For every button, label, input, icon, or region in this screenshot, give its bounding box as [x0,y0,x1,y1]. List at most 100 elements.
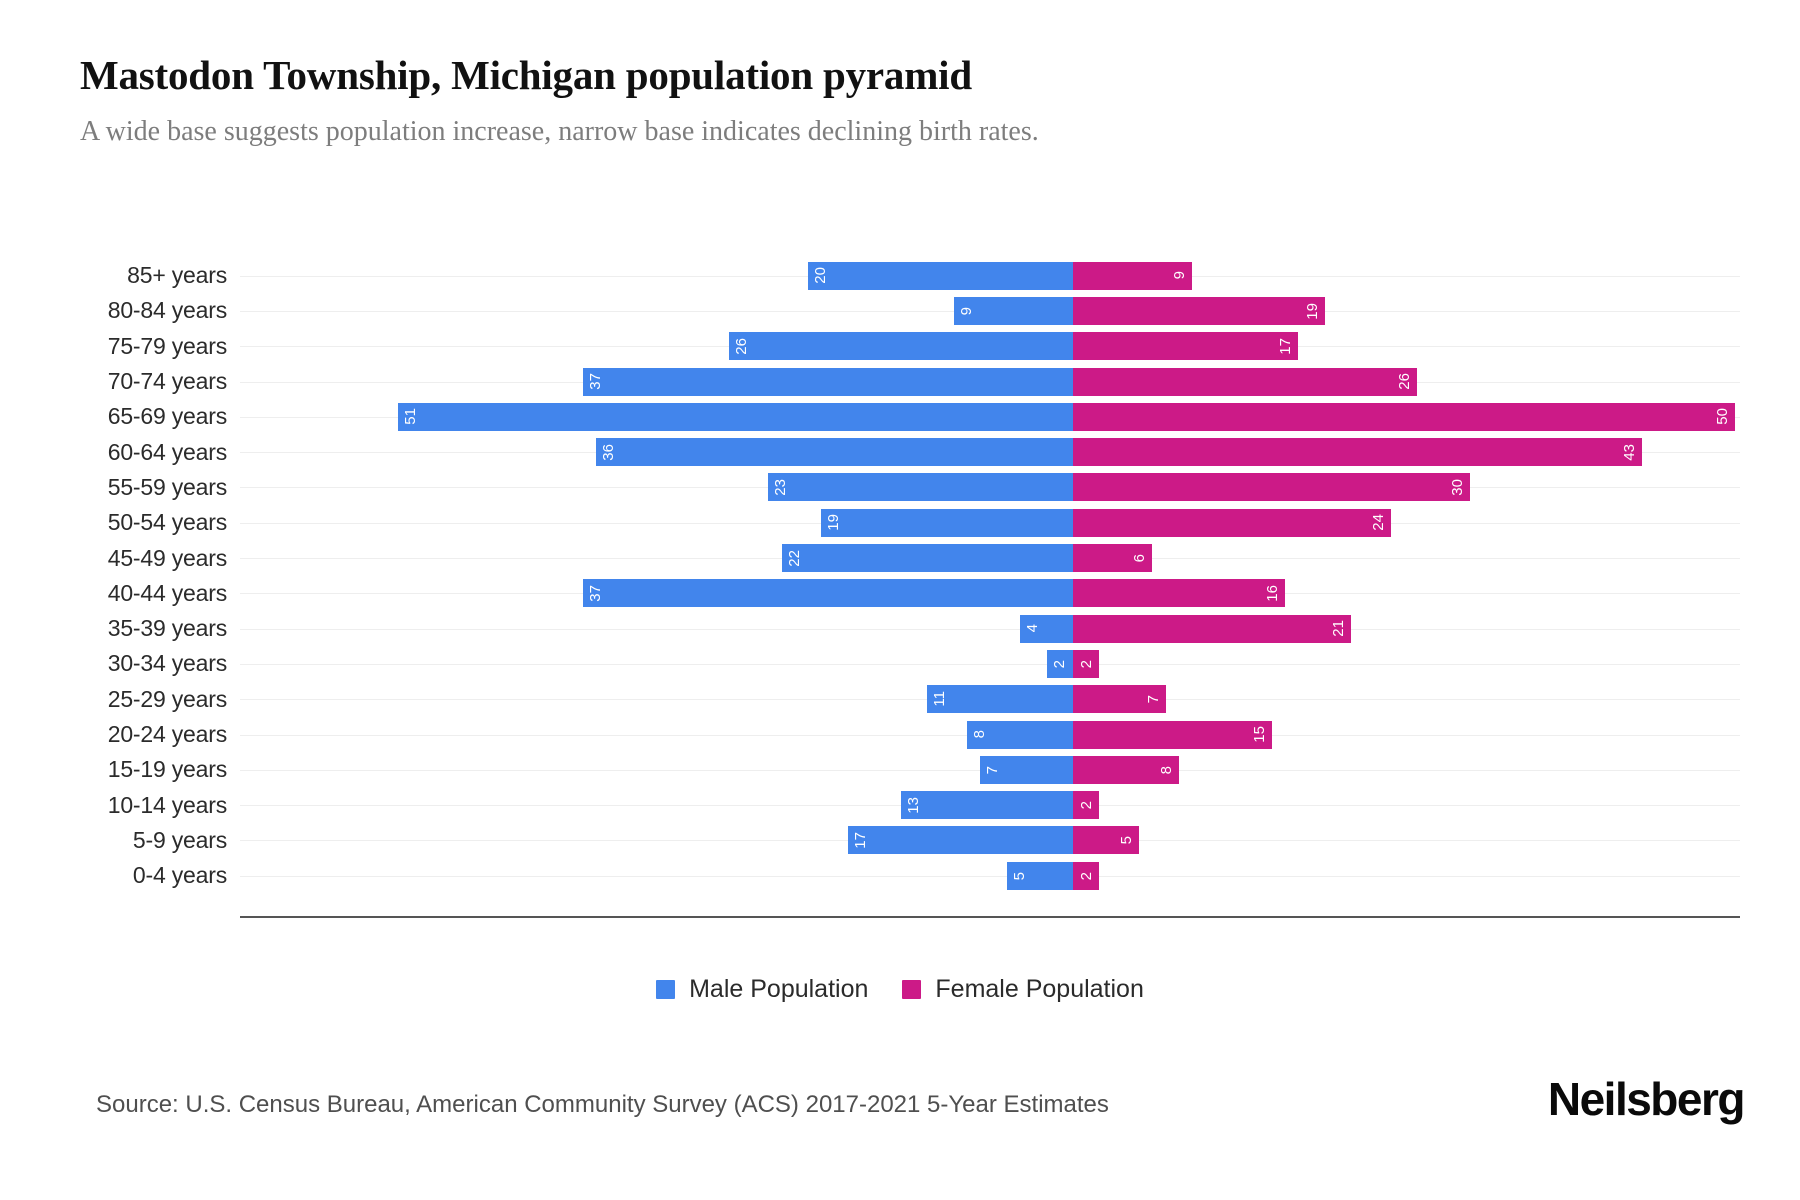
female-bar-value: 15 [1250,726,1268,743]
male-bar[interactable]: 9 [953,296,1073,325]
legend-item-female[interactable]: Female Population [902,975,1144,1004]
age-group-label: 60-64 years [107,438,227,465]
female-bar[interactable]: 43 [1073,438,1643,467]
chart-subtitle: A wide base suggests population increase… [80,116,1039,148]
male-bar[interactable]: 20 [808,261,1073,290]
row-track: 20 9 [240,258,1740,293]
age-group-label: 40-44 years [107,579,227,606]
age-group-label: 5-9 years [132,826,227,853]
pyramid-row: 70-74 years 37 26 [80,364,1740,399]
male-bar[interactable]: 51 [397,402,1073,431]
pyramid-row: 10-14 years 13 2 [80,787,1740,822]
pyramid-row: 30-34 years 2 2 [80,646,1740,681]
male-bar-value: 23 [772,479,790,496]
female-bar[interactable]: 30 [1073,473,1471,502]
male-bar-value: 8 [971,730,989,739]
row-track: 26 17 [240,329,1740,364]
row-track: 51 50 [240,399,1740,434]
gridline [240,628,1740,630]
gridline [240,875,1740,877]
female-bar[interactable]: 8 [1073,755,1179,784]
female-bar[interactable]: 2 [1073,791,1100,820]
male-bar[interactable]: 2 [1046,649,1073,678]
female-bar[interactable]: 15 [1073,720,1272,749]
bar-rows: 85+ years 20 9 80-84 years 9 19 75-79 years 26 1… [80,258,1740,893]
male-bar-value: 20 [812,267,830,284]
male-bar-value: 36 [600,443,618,461]
female-bar-value: 50 [1714,408,1731,426]
pyramid-row: 0-4 years 5 2 [80,858,1740,893]
female-bar-value: 43 [1621,443,1639,461]
female-bar-value: 24 [1369,514,1387,532]
female-bar[interactable]: 50 [1073,402,1735,431]
chart-legend: Male Population Female Population [0,975,1800,1004]
pyramid-row: 5-9 years 17 5 [80,823,1740,858]
male-bar-value: 7 [984,765,1002,774]
female-bar-value: 2 [1078,871,1096,880]
male-bar[interactable]: 8 [967,720,1073,749]
male-bar-value: 4 [1024,624,1042,633]
row-track: 9 19 [240,293,1740,328]
male-bar[interactable]: 37 [583,579,1073,608]
female-bar[interactable]: 24 [1073,508,1391,537]
male-bar[interactable]: 17 [847,826,1073,855]
male-bar[interactable]: 23 [768,473,1073,502]
female-bar-value: 8 [1157,765,1175,774]
pyramid-row: 55-59 years 23 30 [80,470,1740,505]
female-bar[interactable]: 9 [1073,261,1193,290]
plot-area: 85+ years 20 9 80-84 years 9 19 75-79 years 26 1… [80,258,1740,918]
legend-label-male: Male Population [689,975,869,1003]
female-bar-value: 2 [1078,800,1096,810]
female-color-swatch-icon [902,980,922,999]
male-bar[interactable]: 4 [1020,614,1073,643]
row-track: 8 15 [240,717,1740,752]
age-group-label: 20-24 years [107,721,227,747]
male-bar[interactable]: 19 [821,508,1073,537]
male-bar[interactable]: 7 [980,755,1073,784]
female-bar[interactable]: 21 [1073,614,1352,643]
female-bar[interactable]: 2 [1073,861,1100,890]
female-bar-value: 17 [1277,337,1295,355]
age-group-label: 55-59 years [107,473,227,500]
female-bar-value: 7 [1144,695,1162,704]
age-group-label: 85+ years [127,262,227,289]
female-bar[interactable]: 5 [1073,826,1140,855]
male-bar[interactable]: 22 [781,544,1073,573]
source-note: Source: U.S. Census Bureau, American Com… [96,1091,1109,1118]
row-track: 23 30 [240,470,1740,505]
male-bar-value: 37 [587,373,605,390]
male-bar[interactable]: 13 [900,791,1073,820]
male-bar[interactable]: 36 [596,438,1073,467]
female-bar[interactable]: 17 [1073,332,1299,361]
age-group-label: 30-34 years [107,650,227,677]
female-bar-value: 26 [1396,373,1414,390]
female-bar[interactable]: 7 [1073,685,1166,714]
male-bar[interactable]: 37 [583,367,1073,396]
pyramid-row: 25-29 years 11 7 [80,682,1740,717]
age-group-label: 0-4 years [132,862,227,889]
row-track: 13 2 [240,787,1740,822]
row-track: 37 16 [240,576,1740,611]
female-bar[interactable]: 6 [1073,544,1153,573]
male-bar[interactable]: 26 [728,332,1073,361]
female-bar-value: 30 [1449,479,1467,496]
female-bar-value: 19 [1303,302,1321,320]
pyramid-row: 75-79 years 26 17 [80,329,1740,364]
pyramid-row: 45-49 years 22 6 [80,540,1740,575]
male-bar[interactable]: 5 [1006,861,1073,890]
female-bar[interactable]: 16 [1073,579,1285,608]
chart-header: Mastodon Township, Michigan population p… [80,52,1720,149]
female-bar[interactable]: 26 [1073,367,1418,396]
row-track: 22 6 [240,540,1740,575]
female-bar[interactable]: 2 [1073,649,1100,678]
legend-item-male[interactable]: Male Population [656,975,868,1004]
pyramid-row: 35-39 years 4 21 [80,611,1740,646]
male-bar-value: 2 [1050,659,1068,669]
male-bar[interactable]: 11 [927,685,1073,714]
male-bar-value: 11 [931,691,949,707]
female-bar[interactable]: 19 [1073,296,1325,325]
male-bar-value: 37 [587,584,605,602]
age-group-label: 35-39 years [107,615,227,642]
